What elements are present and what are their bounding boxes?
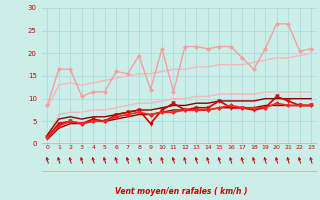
Text: Vent moyen/en rafales ( km/h ): Vent moyen/en rafales ( km/h ) (115, 187, 247, 196)
